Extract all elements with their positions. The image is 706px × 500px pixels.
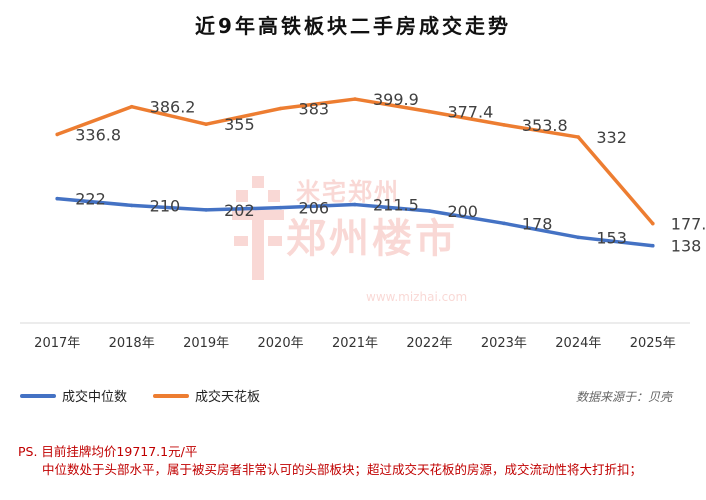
data-label-0: 222 <box>75 190 106 209</box>
legend-item-ceiling: 成交天花板 <box>153 386 260 405</box>
data-point-0 <box>576 235 581 240</box>
watermark-logo-icon <box>232 176 284 280</box>
data-label-1: 377.4 <box>447 103 493 122</box>
note-line-2: 中位数处于头部水平，属于被买房者非常认可的头部板块；超过成交天花板的房源，成交流… <box>42 462 643 477</box>
data-label-0: 206 <box>299 199 330 218</box>
data-point-1 <box>427 109 432 114</box>
x-tick-label: 2019年 <box>183 336 229 351</box>
x-tick-label: 2023年 <box>481 336 527 351</box>
note-line-1: PS. 目前挂牌均价19717.1元/平 <box>18 444 198 459</box>
x-tick-label: 2018年 <box>109 336 155 351</box>
legend-label-ceiling: 成交天花板 <box>195 390 261 405</box>
data-label-0: 200 <box>447 202 478 221</box>
watermark: 米宅郑州 郑州楼市 www.mizhai.com <box>228 172 498 312</box>
data-label-1: 177.5 <box>671 215 706 234</box>
watermark-main-text: 郑州楼市 <box>286 216 458 262</box>
chart-title: 近9年高铁板块二手房成交走势 <box>195 14 511 38</box>
data-point-1 <box>55 132 60 137</box>
data-label-1: 383 <box>299 100 330 119</box>
data-source: 数据来源于：贝壳 <box>575 390 672 404</box>
data-point-0 <box>427 209 432 213</box>
data-label-0: 211.5 <box>373 196 419 215</box>
data-point-0 <box>278 205 283 210</box>
legend-swatch-ceiling <box>153 393 190 398</box>
data-point-0 <box>353 202 357 207</box>
data-label-1: 399.9 <box>373 90 419 109</box>
data-label-1: 353.8 <box>522 116 568 135</box>
data-label-0: 153 <box>596 228 627 247</box>
x-tick-label: 2024年 <box>555 336 601 351</box>
watermark-url: www.mizhai.com <box>366 290 468 304</box>
data-label-0: 210 <box>150 196 181 215</box>
data-point-1 <box>129 104 134 109</box>
data-point-1 <box>650 221 655 226</box>
legend-item-median: 成交中位数 <box>20 386 127 405</box>
data-label-1: 386.2 <box>150 98 196 117</box>
data-point-1 <box>576 135 581 139</box>
data-point-0 <box>204 208 208 212</box>
data-point-1 <box>278 106 283 111</box>
watermark-top-text: 米宅郑州 <box>296 178 400 206</box>
x-tick-label: 2021年 <box>332 336 378 351</box>
data-point-1 <box>353 97 357 101</box>
x-tick-label: 2020年 <box>258 336 304 351</box>
x-tick-label: 2022年 <box>406 336 452 351</box>
data-point-0 <box>55 196 60 201</box>
legend-label-median: 成交中位数 <box>62 390 128 405</box>
data-point-0 <box>502 221 506 226</box>
data-point-0 <box>129 203 134 208</box>
data-label-1: 332 <box>596 128 627 147</box>
x-tick-label: 2017年 <box>34 336 80 351</box>
data-label-0: 202 <box>224 201 255 220</box>
x-tick-label: 2025年 <box>630 336 676 351</box>
data-point-1 <box>204 122 208 126</box>
legend-swatch-median <box>20 393 56 398</box>
data-label-1: 355 <box>224 115 255 134</box>
data-label-1: 336.8 <box>75 125 121 144</box>
data-label-0: 178 <box>522 214 553 233</box>
data-point-1 <box>502 123 506 127</box>
data-point-0 <box>650 243 655 248</box>
legend: 成交中位数 成交天花板 <box>20 386 286 405</box>
data-label-0: 138 <box>671 237 702 256</box>
